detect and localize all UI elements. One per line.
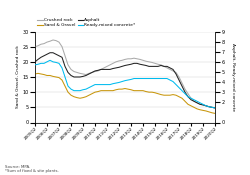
Text: Source: MPA.
*Sum of fixed & site plants.: Source: MPA. *Sum of fixed & site plants… [5, 165, 59, 173]
Y-axis label: Sand & Gravel, Crushed rock: Sand & Gravel, Crushed rock [16, 46, 20, 108]
Legend: Crushed rock, Sand & Gravel, Asphalt, Ready-mixed concrete*: Crushed rock, Sand & Gravel, Asphalt, Re… [37, 18, 136, 27]
Y-axis label: Asphalt, Ready-mixed concrete: Asphalt, Ready-mixed concrete [232, 43, 235, 111]
